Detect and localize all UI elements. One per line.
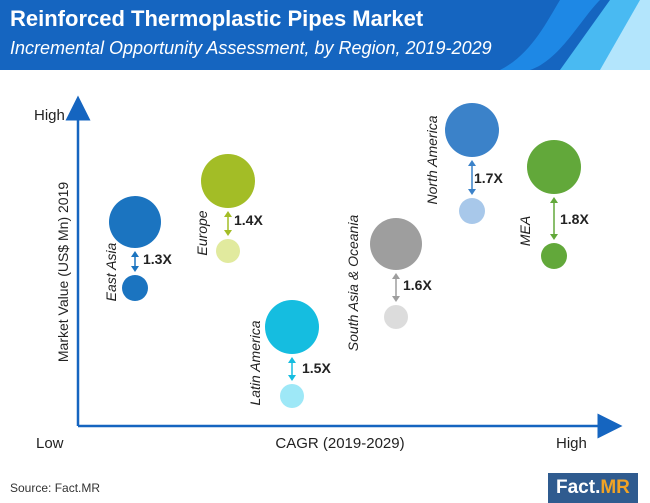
region-label-south-asia-oceania: South Asia & Oceania (345, 215, 361, 352)
arrow-head-down-north-america (468, 189, 476, 195)
bubble-2029-north-america (445, 103, 499, 157)
multiplier-label-east-asia: 1.3X (143, 251, 172, 267)
bubble-chart: High Low High CAGR (2019-2029) Market Va… (34, 95, 623, 452)
source-note: Source: Fact.MR (10, 481, 101, 495)
bubble-2019-east-asia (122, 275, 148, 301)
bubble-group-north-america: North America 1.7X (424, 103, 503, 224)
arrow-head-up-latin-america (288, 357, 296, 363)
bubble-2029-europe (201, 154, 255, 208)
bubble-group-latin-america: Latin America 1.5X (247, 300, 331, 408)
chart-title: Reinforced Thermoplastic Pipes Market (10, 6, 424, 31)
region-label-east-asia: East Asia (103, 242, 119, 301)
arrow-head-up-east-asia (131, 251, 139, 257)
header-swoosh (500, 0, 600, 70)
bubble-group-south-asia-oceania: South Asia & Oceania 1.6X (345, 215, 432, 352)
bubble-groups: East Asia 1.3X Europe 1.4X Latin America 1.5X… (103, 103, 589, 408)
bubble-2019-north-america (459, 198, 485, 224)
multiplier-label-north-america: 1.7X (474, 170, 503, 186)
bubble-2029-latin-america (265, 300, 319, 354)
multiplier-label-mea: 1.8X (560, 211, 589, 227)
bubble-2019-south-asia-oceania (384, 305, 408, 329)
region-label-europe: Europe (194, 210, 210, 255)
bubble-2029-south-asia-oceania (370, 218, 422, 270)
logo-main-text: Fact. (556, 477, 601, 498)
region-label-latin-america: Latin America (247, 320, 263, 405)
header-banner: Reinforced Thermoplastic Pipes Market In… (0, 0, 650, 70)
bubble-group-east-asia: East Asia 1.3X (103, 196, 172, 301)
factmr-logo: Fact.MR (548, 473, 638, 503)
arrow-head-down-east-asia (131, 266, 139, 272)
header-stripe-pale (600, 0, 650, 70)
bubble-group-mea: MEA 1.8X (517, 140, 589, 269)
bubble-2019-mea (541, 243, 567, 269)
bubble-2019-latin-america (280, 384, 304, 408)
bubble-2029-east-asia (109, 196, 161, 248)
y-axis-title: Market Value (US$ Mn) 2019 (55, 182, 71, 362)
arrow-head-down-latin-america (288, 375, 296, 381)
footer: Source: Fact.MR Fact.MR (0, 473, 650, 503)
bubble-2029-mea (527, 140, 581, 194)
bubble-2019-europe (216, 239, 240, 263)
region-label-mea: MEA (517, 216, 533, 246)
y-axis-high-label: High (34, 107, 65, 124)
x-axis-title: CAGR (2019-2029) (275, 435, 404, 452)
header-decoration (500, 0, 650, 70)
x-axis-low-label: Low (36, 435, 64, 452)
multiplier-label-latin-america: 1.5X (302, 360, 331, 376)
chart-subtitle: Incremental Opportunity Assessment, by R… (10, 38, 492, 58)
multiplier-label-europe: 1.4X (234, 212, 263, 228)
arrow-head-up-north-america (468, 160, 476, 166)
arrow-head-down-south-asia-oceania (392, 296, 400, 302)
region-label-north-america: North America (424, 115, 440, 204)
multiplier-label-south-asia-oceania: 1.6X (403, 277, 432, 293)
arrow-head-up-mea (550, 197, 558, 203)
arrow-head-up-south-asia-oceania (392, 273, 400, 279)
arrow-head-down-mea (550, 234, 558, 240)
bubble-group-europe: Europe 1.4X (194, 154, 263, 263)
arrow-head-down-europe (224, 230, 232, 236)
logo-accent-text: MR (600, 477, 630, 498)
x-axis-high-label: High (556, 435, 587, 452)
arrow-head-up-europe (224, 211, 232, 217)
